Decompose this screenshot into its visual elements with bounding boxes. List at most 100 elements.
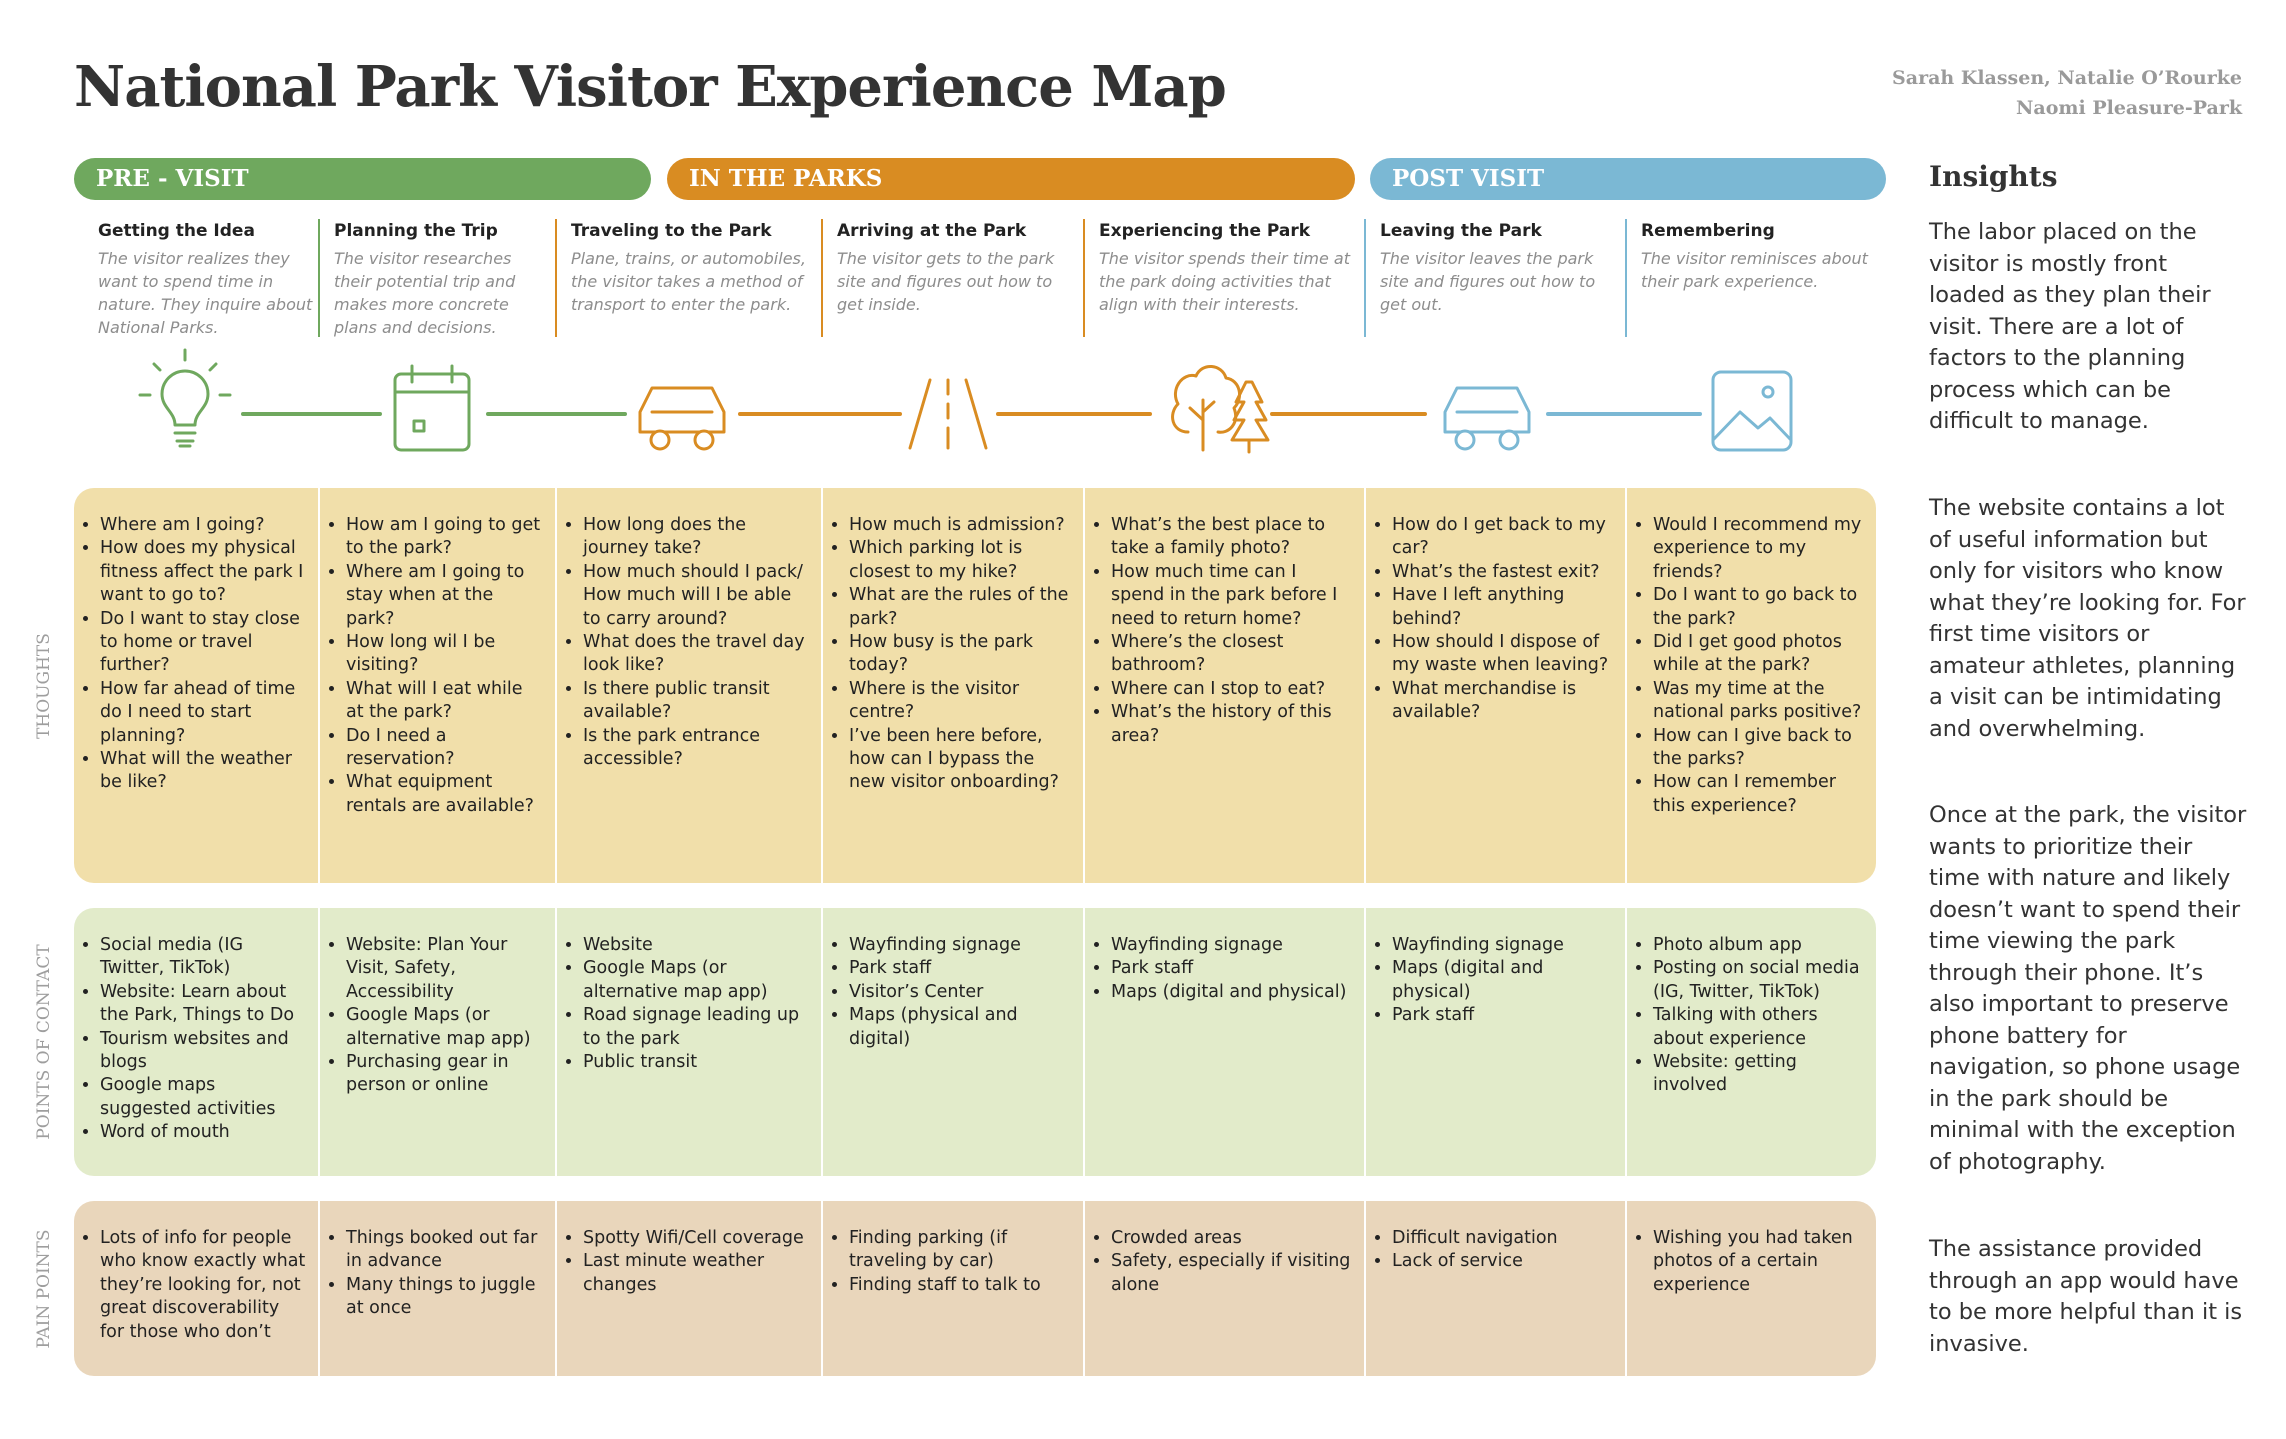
bullet-item: Wayfinding signage: [1392, 934, 1615, 957]
bullet-item: Crowded areas: [1111, 1227, 1354, 1250]
row-cell: Social media (IG Twitter, TikTok)Website…: [74, 908, 318, 1176]
bullet-item: What will I eat while at the park?: [346, 678, 545, 725]
stage-description: Plane, trains, or automobiles, the visit…: [571, 249, 806, 314]
bullet-item: Talking with others about experience: [1653, 1004, 1866, 1051]
row-cell: Wayfinding signageMaps (digital and phys…: [1364, 908, 1625, 1176]
bullet-list: Difficult navigationLack of service: [1372, 1227, 1615, 1274]
row-cell: Lots of info for people who know exactly…: [74, 1201, 318, 1376]
bullet-item: How should I dispose of my waste when le…: [1392, 631, 1615, 678]
bullet-item: Visitor’s Center: [849, 981, 1073, 1004]
row-cell: Wayfinding signagePark staffMaps (digita…: [1083, 908, 1364, 1176]
bullet-item: Word of mouth: [100, 1121, 308, 1144]
bullet-item: Did I get good photos while at the park?: [1653, 631, 1866, 678]
bullet-item: Where can I stop to eat?: [1111, 678, 1354, 701]
row-cell: Website: Plan Your Visit, Safety, Access…: [318, 908, 555, 1176]
bullet-item: Website: Plan Your Visit, Safety, Access…: [346, 934, 545, 1004]
row-cell: Crowded areasSafety, especially if visit…: [1083, 1201, 1364, 1376]
bullet-item: How does my physical fitness affect the …: [100, 537, 308, 607]
bullet-list: Would I recommend my experience to my fr…: [1633, 514, 1866, 818]
bullet-item: Posting on social media (IG, Twitter, Ti…: [1653, 957, 1866, 1004]
bullet-item: How can I remember this experience?: [1653, 771, 1866, 818]
stage-description: The visitor leaves the park site and fig…: [1380, 249, 1596, 314]
phase-bar: POST VISIT: [1370, 158, 1886, 200]
bullet-item: Photo album app: [1653, 934, 1866, 957]
bullet-item: Have I left anything behind?: [1392, 584, 1615, 631]
row-label: THOUGHTS: [34, 632, 54, 739]
bullet-item: Is the park entrance accessible?: [583, 725, 811, 772]
stage-description: The visitor spends their time at the par…: [1099, 249, 1350, 314]
row-cell: How much is admission?Which parking lot …: [821, 488, 1083, 883]
bullet-item: Wayfinding signage: [1111, 934, 1354, 957]
bullet-list: Things booked out far in advanceMany thi…: [326, 1227, 545, 1321]
author-line: Sarah Klassen, Natalie O’Rourke: [1892, 67, 2242, 89]
bullet-item: Lack of service: [1392, 1250, 1615, 1273]
bullet-list: What’s the best place to take a family p…: [1091, 514, 1354, 748]
calendar-icon: [393, 364, 471, 452]
bullet-list: How long does the journey take?How much …: [563, 514, 811, 771]
bullet-list: Wishing you had taken photos of a certai…: [1633, 1227, 1866, 1297]
bullet-list: Wayfinding signagePark staffVisitor’s Ce…: [829, 934, 1073, 1051]
stage: Experiencing the Park The visitor spends …: [1083, 219, 1356, 337]
stage-description: The visitor realizes they want to spend …: [98, 249, 313, 337]
bullet-item: How far ahead of time do I need to start…: [100, 678, 308, 748]
stage-title: Remembering: [1641, 221, 1775, 241]
bullet-item: Website: Learn about the Park, Things to…: [100, 981, 308, 1028]
bullet-item: I’ve been here before, how can I bypass …: [849, 725, 1073, 795]
bullet-item: What does the travel day look like?: [583, 631, 811, 678]
author-line: Naomi Pleasure-Park: [2016, 97, 2242, 119]
insight-paragraph: The assistance provided through an app w…: [1929, 1236, 2243, 1357]
journey-row: Where am I going?How does my physical fi…: [74, 488, 1876, 883]
bullet-item: How am I going to get to the park?: [346, 514, 545, 561]
row-cell: What’s the best place to take a family p…: [1083, 488, 1364, 883]
bullet-list: Crowded areasSafety, especially if visit…: [1091, 1227, 1354, 1297]
stage-title: Leaving the Park: [1380, 221, 1542, 241]
bullet-item: Would I recommend my experience to my fr…: [1653, 514, 1866, 584]
bullet-item: Road signage leading up to the park: [583, 1004, 811, 1051]
row-cell: Spotty Wifi/Cell coverageLast minute wea…: [555, 1201, 821, 1376]
bullet-item: Which parking lot is closest to my hike?: [849, 537, 1073, 584]
bullet-list: Social media (IG Twitter, TikTok)Website…: [80, 934, 308, 1145]
bullet-item: Difficult navigation: [1392, 1227, 1615, 1250]
bullet-item: Last minute weather changes: [583, 1250, 811, 1297]
map-title: National Park Visitor Experience Map: [74, 54, 1227, 120]
bullet-item: How much is admission?: [849, 514, 1073, 537]
stage-description: The visitor researches their potential t…: [334, 249, 516, 337]
row-label: POINTS OF CONTACT: [34, 944, 54, 1140]
bullet-item: Do I need a reservation?: [346, 725, 545, 772]
bullet-item: Public transit: [583, 1051, 811, 1074]
stage: Traveling to the Park Plane, trains, or a…: [555, 219, 813, 337]
bullet-item: Wishing you had taken photos of a certai…: [1653, 1227, 1866, 1297]
bullet-item: How long does the journey take?: [583, 514, 811, 561]
bullet-item: What’s the fastest exit?: [1392, 561, 1615, 584]
bullet-item: Do I want to go back to the park?: [1653, 584, 1866, 631]
bullet-item: What equipment rentals are available?: [346, 771, 545, 818]
bullet-item: What’s the history of this area?: [1111, 701, 1354, 748]
bullet-item: Things booked out far in advance: [346, 1227, 545, 1274]
bullet-item: Tourism websites and blogs: [100, 1028, 308, 1075]
stage-description: The visitor reminisces about their park …: [1641, 249, 1868, 291]
bullet-item: Spotty Wifi/Cell coverage: [583, 1227, 811, 1250]
row-cell: How do I get back to my car?What’s the f…: [1364, 488, 1625, 883]
bullet-item: Where am I going to stay when at the par…: [346, 561, 545, 631]
bullet-item: Maps (digital and physical): [1111, 981, 1354, 1004]
row-cell: Wishing you had taken photos of a certai…: [1625, 1201, 1876, 1376]
bulb-icon: [138, 348, 232, 448]
stage-title: Arriving at the Park: [837, 221, 1027, 241]
bullet-list: Finding parking (if traveling by car)Fin…: [829, 1227, 1073, 1297]
bullet-item: Many things to juggle at once: [346, 1274, 545, 1321]
row-cell: Where am I going?How does my physical fi…: [74, 488, 318, 883]
bullet-item: Where’s the closest bathroom?: [1111, 631, 1354, 678]
car-icon: [1443, 386, 1531, 451]
bullet-item: How can I give back to the parks?: [1653, 725, 1866, 772]
stage-title: Experiencing the Park: [1099, 221, 1311, 241]
row-cell: Things booked out far in advanceMany thi…: [318, 1201, 555, 1376]
bullet-item: Google maps suggested activities: [100, 1074, 308, 1121]
row-cell: Would I recommend my experience to my fr…: [1625, 488, 1876, 883]
bullet-item: What are the rules of the park?: [849, 584, 1073, 631]
row-label: PAIN POINTS: [34, 1228, 54, 1349]
picture-icon: [1711, 370, 1793, 452]
bullet-list: How much is admission?Which parking lot …: [829, 514, 1073, 795]
bullet-item: Google Maps (or alternative map app): [583, 957, 811, 1004]
row-cell: WebsiteGoogle Maps (or alternative map a…: [555, 908, 821, 1176]
